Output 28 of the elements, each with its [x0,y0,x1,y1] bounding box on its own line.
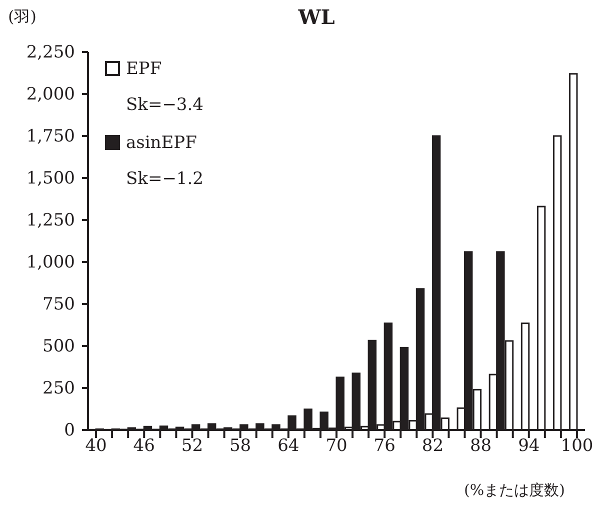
y-tick-label: 2,250 [26,42,75,62]
chart-title: WL [297,5,335,29]
y-tick-label: 1,000 [26,252,75,272]
annotation: Sk=−3.4 [126,95,204,115]
x-tick-label: 82 [422,436,444,456]
x-tick-label: 40 [85,436,107,456]
y-tick-label: 0 [64,420,75,440]
x-tick-label: 94 [518,436,540,456]
x-tick-label: 64 [278,436,300,456]
x-tick-label: 58 [229,436,252,456]
x-tick-label: 70 [326,436,348,456]
x-tick-label: 100 [560,436,594,456]
y-tick-label: 1,250 [26,210,75,230]
y-axis-title: (羽) [8,7,36,26]
x-tick-label: 76 [374,436,396,456]
y-tick-label: 1,500 [26,168,75,188]
y-tick-label: 250 [42,378,75,398]
annotation: Sk=−1.2 [126,169,204,189]
y-tick-label: 1,750 [26,126,75,146]
x-tick-label: 46 [133,436,155,456]
x-axis-title: (%または度数) [464,481,565,499]
y-tick-label: 2,000 [26,84,75,104]
y-tick-label: 750 [42,294,75,314]
y-tick-label: 500 [42,336,75,356]
x-tick-label: 88 [470,436,492,456]
x-tick-label: 52 [181,436,204,456]
legend-label: EPF [126,59,162,79]
legend-label: asinEPF [126,133,198,153]
